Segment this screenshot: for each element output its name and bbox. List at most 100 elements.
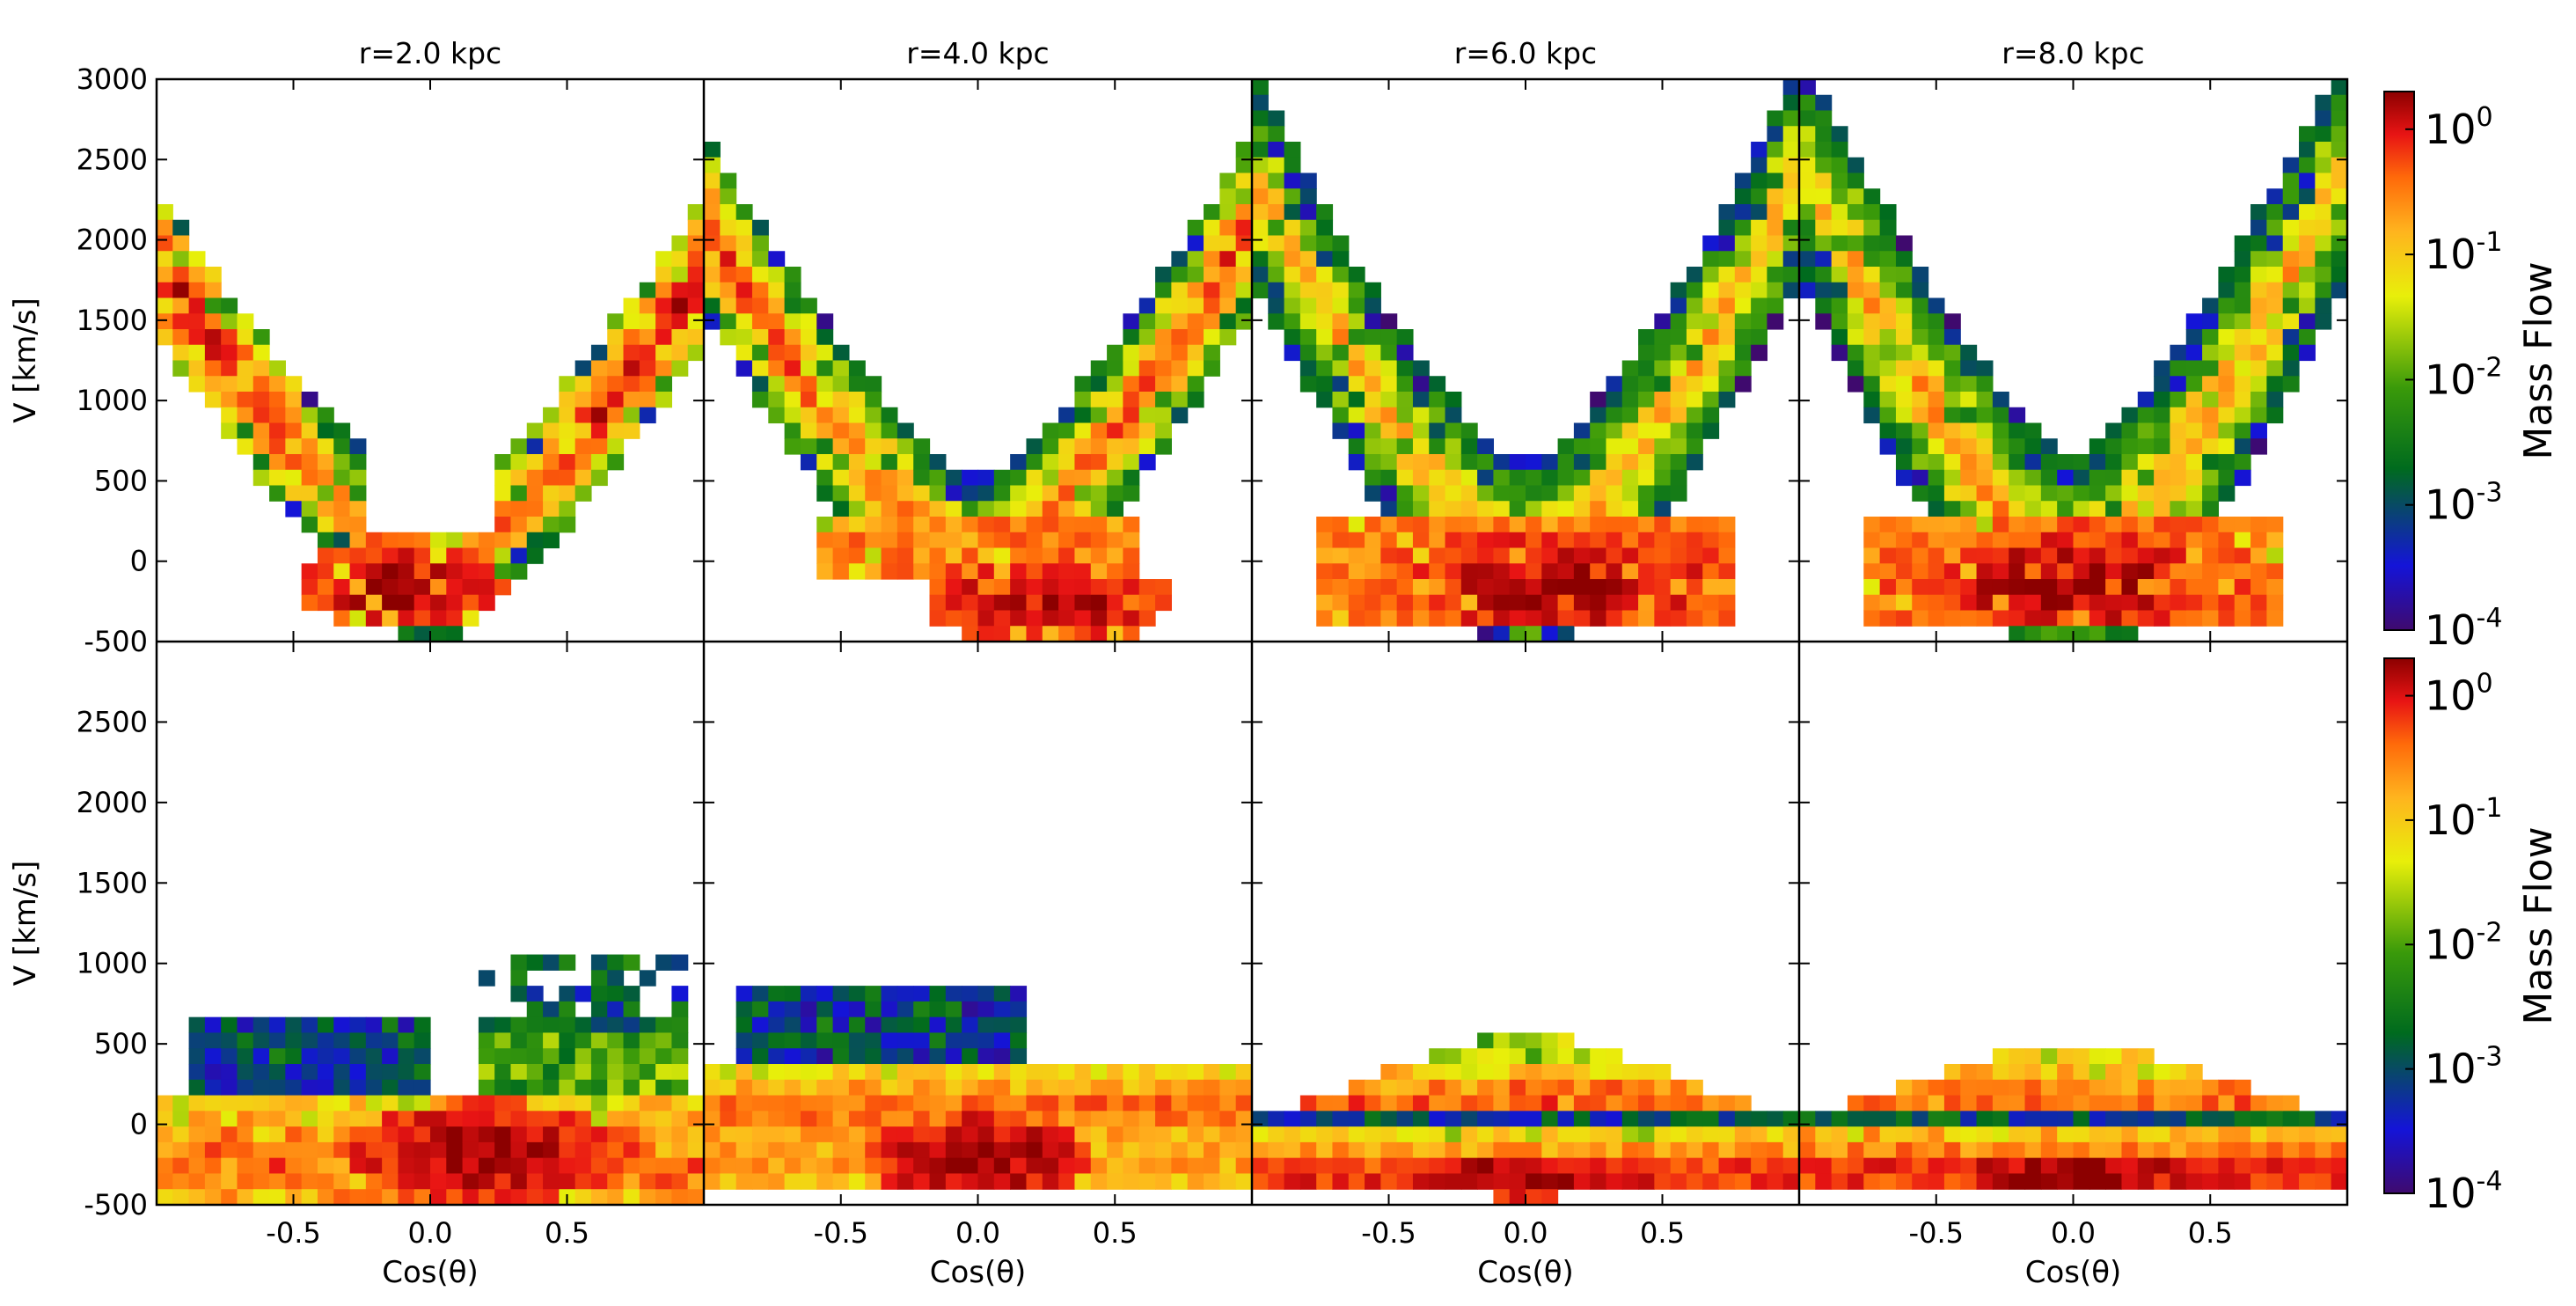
x-tick-label: 0.5 (545, 1216, 589, 1250)
heatmap-cell (2057, 563, 2075, 580)
heatmap-cell (1477, 1157, 1495, 1175)
heatmap-cell (2299, 219, 2316, 237)
heatmap-cell (1590, 579, 1607, 596)
heatmap-cell (2331, 251, 2348, 268)
heatmap-cell (1847, 344, 1864, 362)
heatmap-cell (1235, 282, 1253, 299)
heatmap-cell (1187, 392, 1204, 408)
heatmap-cell (1895, 469, 1913, 487)
heatmap-cell (1686, 1095, 1703, 1112)
heatmap-cell (1058, 422, 1076, 439)
heatmap-cell (1590, 454, 1607, 471)
heatmap-cell (1912, 267, 1929, 283)
heatmap-cell (2250, 1141, 2267, 1159)
heatmap-cell (1155, 1157, 1172, 1175)
heatmap-cell (1960, 1064, 1978, 1081)
heatmap-cell (349, 1141, 367, 1159)
heatmap-cell (2073, 1079, 2090, 1097)
heatmap-cell (1429, 407, 1446, 424)
heatmap-cell (398, 579, 415, 596)
heatmap-cell (1332, 1157, 1350, 1175)
heatmap-cell (1718, 251, 1736, 268)
heatmap-cell (848, 360, 866, 377)
heatmap-cell (1058, 1141, 1076, 1159)
heatmap-cell (2234, 1141, 2251, 1159)
heatmap-cell (1138, 579, 1156, 596)
heatmap-cell (446, 1173, 464, 1190)
heatmap-cell (1928, 1111, 1945, 1127)
heatmap-cell (1912, 1079, 1929, 1097)
heatmap-cell (269, 1173, 286, 1190)
heatmap-cell (1477, 1048, 1495, 1065)
heatmap-cell (2202, 438, 2220, 455)
heatmap-cell (1235, 267, 1253, 283)
heatmap-cell (317, 422, 334, 439)
heatmap-cell (1365, 1157, 1381, 1175)
heatmap-cell (2299, 204, 2316, 221)
heatmap-cell (2185, 469, 2203, 487)
heatmap-cell (2282, 157, 2300, 174)
heatmap-cell (1686, 438, 1703, 455)
heatmap-cell (317, 1048, 334, 1065)
heatmap-cell (188, 1173, 206, 1190)
heatmap-cell (832, 1001, 850, 1018)
heatmap-cell (1670, 563, 1687, 580)
heatmap-cell (962, 1157, 979, 1175)
heatmap-cell (1654, 1141, 1672, 1159)
heatmap-cell (720, 267, 737, 283)
heatmap-cell (1509, 547, 1526, 564)
heatmap-cell (1429, 1157, 1446, 1175)
heatmap-cell (896, 1111, 914, 1127)
heatmap-cell (2331, 1111, 2348, 1127)
heatmap-cell (1155, 329, 1172, 346)
heatmap-cell (720, 1126, 737, 1143)
heatmap-cell (671, 1173, 689, 1190)
heatmap-cell (526, 501, 544, 517)
heatmap-cell (1010, 563, 1028, 580)
heatmap-cell (2040, 1048, 2058, 1065)
heatmap-cell (1074, 563, 1092, 580)
heatmap-cell (1863, 297, 1881, 314)
heatmap-cell (1863, 235, 1881, 252)
heatmap-cell (865, 1126, 882, 1143)
heatmap-cell (1348, 454, 1365, 471)
heatmap-cell (1138, 376, 1156, 393)
heatmap-cell (1718, 1141, 1736, 1159)
heatmap-cell (1396, 610, 1414, 627)
heatmap-cell (1863, 579, 1881, 596)
heatmap-cell (2315, 188, 2332, 205)
heatmap-cell (1348, 438, 1365, 455)
heatmap-cell (543, 422, 560, 439)
heatmap-cell (1606, 392, 1623, 408)
heatmap-cell (188, 1079, 206, 1097)
heatmap-cell (285, 407, 303, 424)
heatmap-cell (285, 469, 303, 487)
heatmap-cell (768, 1064, 786, 1081)
heatmap-cell (929, 547, 947, 564)
heatmap-cell (1332, 267, 1350, 283)
heatmap-cell (398, 547, 415, 564)
heatmap-cell (430, 532, 447, 549)
heatmap-cell (1123, 1095, 1140, 1112)
heatmap-cell (2057, 1157, 2075, 1175)
heatmap-cell (1590, 1064, 1607, 1081)
heatmap-cell (2121, 1126, 2139, 1143)
heatmap-cell (962, 1141, 979, 1159)
heatmap-cell (317, 454, 334, 471)
heatmap-cell (1943, 610, 1961, 627)
heatmap-cell (1493, 469, 1511, 487)
heatmap-cell (1380, 532, 1398, 549)
heatmap-cell (1348, 1095, 1365, 1112)
heatmap-cell (1316, 267, 1334, 283)
heatmap-cell (2250, 251, 2267, 268)
heatmap-cell (1799, 267, 1816, 283)
heatmap-cell (590, 454, 608, 471)
heatmap-cell (382, 563, 399, 580)
heatmap-cell (398, 1126, 415, 1143)
heatmap-cell (848, 1141, 866, 1159)
heatmap-cell (2331, 204, 2348, 221)
heatmap-cell (1863, 188, 1881, 205)
heatmap-cell (1526, 485, 1542, 502)
heatmap-cell (816, 469, 834, 487)
heatmap-cell (157, 329, 173, 346)
